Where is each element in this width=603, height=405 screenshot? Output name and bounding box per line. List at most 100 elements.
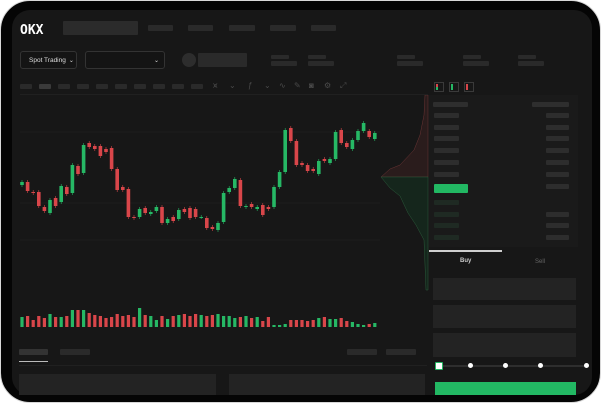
timeframe-button[interactable] <box>153 84 165 89</box>
candlestick-chart[interactable] <box>0 95 430 335</box>
ask-price <box>434 113 459 118</box>
pair-dropdown[interactable]: ⌄ <box>85 51 165 69</box>
candle-body <box>42 207 47 211</box>
bottom-divider <box>19 365 427 366</box>
slider-mark-75[interactable] <box>538 363 543 368</box>
timeframe-button[interactable] <box>191 84 203 89</box>
slider-mark-100[interactable] <box>584 363 589 368</box>
amount-input[interactable] <box>433 305 576 328</box>
timeframe-button[interactable] <box>96 84 108 89</box>
slider-mark-25[interactable] <box>468 363 473 368</box>
camera-icon[interactable]: ◙ <box>309 81 314 90</box>
volume-bar <box>300 320 304 327</box>
price-input[interactable] <box>433 278 576 300</box>
chevron-down-icon: ⌄ <box>153 57 159 64</box>
bottom-action-1[interactable] <box>347 349 377 355</box>
indicator-icon[interactable]: ƒ <box>248 81 253 90</box>
toolbar-divider <box>20 94 428 95</box>
tab-sell[interactable]: Sell <box>535 259 546 265</box>
volume-bar <box>238 317 242 327</box>
okx-logo[interactable]: OKX <box>20 21 60 37</box>
candle-body <box>25 182 30 191</box>
volume-bar <box>110 317 114 327</box>
volume-bar <box>194 314 198 327</box>
nav-item-2[interactable] <box>188 25 213 31</box>
volume-bar <box>244 316 248 327</box>
timeframe-button[interactable] <box>58 84 70 89</box>
buy-submit-button[interactable] <box>435 382 576 395</box>
candle-body <box>53 198 58 206</box>
bid-price <box>434 212 459 217</box>
volume-bar <box>160 316 164 327</box>
candle-body <box>266 207 271 209</box>
slider-handle[interactable] <box>435 362 443 370</box>
leverage-slider[interactable] <box>438 365 588 367</box>
orderbook-header-amount <box>532 102 569 107</box>
ticker-stat-label <box>271 55 289 59</box>
slider-mark-50[interactable] <box>503 363 508 368</box>
candle-type-icon[interactable]: ⩙ <box>213 81 218 90</box>
candle-body <box>300 163 304 165</box>
ask-price <box>434 148 459 153</box>
volume-bar <box>294 320 298 327</box>
timeframe-button[interactable] <box>39 84 51 89</box>
bottom-action-2[interactable] <box>386 349 416 355</box>
ask-amount <box>546 136 569 141</box>
tab-order-history[interactable] <box>60 349 90 355</box>
candle-body <box>328 159 332 163</box>
ask-amount <box>546 160 569 165</box>
line-chart-icon[interactable]: ∿ <box>279 81 286 90</box>
volume-bar <box>54 317 58 327</box>
chevron-down-icon[interactable]: ⌄ <box>229 81 236 90</box>
volume-bar <box>261 321 265 327</box>
ticker-stat-value <box>463 61 489 66</box>
bottom-card-2 <box>229 374 425 395</box>
spot-trading-button[interactable]: Spot Trading ⌄ <box>20 51 77 69</box>
pencil-icon[interactable]: ✎ <box>294 81 301 90</box>
nav-item-5[interactable] <box>311 25 336 31</box>
bid-amount <box>546 212 569 217</box>
candle-body <box>233 179 237 188</box>
candle-body <box>37 192 41 206</box>
timeframe-button[interactable] <box>115 84 127 89</box>
orderbook-asks-icon[interactable] <box>464 82 474 92</box>
candle-body <box>93 146 97 149</box>
tab-buy[interactable]: Buy <box>460 258 472 264</box>
volume-bar <box>216 314 220 327</box>
nav-item-1[interactable] <box>148 25 173 31</box>
orderbook-both-icon[interactable] <box>434 82 444 92</box>
candle-body <box>305 165 310 171</box>
timeframe-button[interactable] <box>20 84 32 89</box>
candle-body <box>345 143 349 147</box>
ask-amount <box>546 125 569 130</box>
search-placeholder[interactable] <box>63 21 138 35</box>
candle-body <box>48 200 52 213</box>
candle-body <box>367 131 371 137</box>
candle-body <box>76 166 80 174</box>
tab-open-orders[interactable] <box>19 349 48 355</box>
timeframe-button[interactable] <box>77 84 89 89</box>
volume-bar <box>283 324 287 327</box>
timeframe-button[interactable] <box>134 84 146 89</box>
nav-item-3[interactable] <box>229 25 255 31</box>
volume-bar <box>31 320 35 327</box>
settings-icon[interactable]: ⚙ <box>324 81 332 90</box>
orderbook-bids-icon[interactable] <box>449 82 459 92</box>
candle-body <box>182 209 187 212</box>
volume-bar <box>367 324 371 327</box>
candle-body <box>227 188 231 192</box>
ticker-stat-value <box>271 61 297 66</box>
candle-body <box>289 128 293 141</box>
candle-body <box>322 159 327 161</box>
chevron-down-icon[interactable]: ⌄ <box>264 81 271 90</box>
fullscreen-icon[interactable]: ⤢ <box>340 81 347 90</box>
active-tab-underline <box>19 361 48 362</box>
candle-body <box>361 123 366 131</box>
timeframe-button[interactable] <box>172 84 184 89</box>
candle-body <box>317 161 321 174</box>
nav-item-4[interactable] <box>270 25 296 31</box>
total-input[interactable] <box>433 333 576 357</box>
candle-body <box>154 207 159 211</box>
volume-bar <box>154 320 158 327</box>
candle-body <box>104 149 108 152</box>
